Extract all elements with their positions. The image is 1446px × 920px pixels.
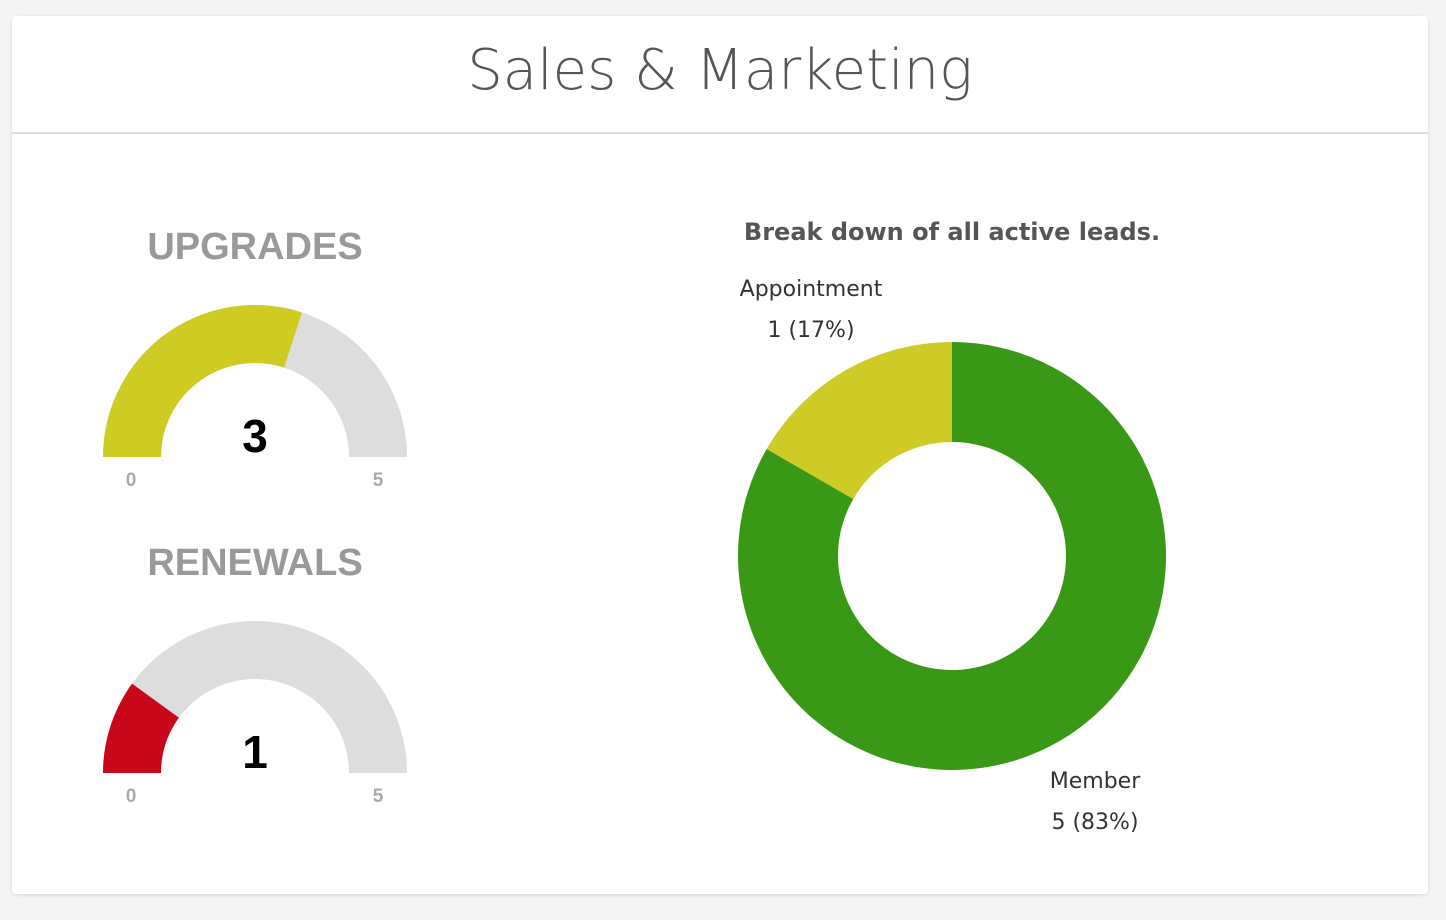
upgrades-gauge-title: UPGRADES [147, 226, 363, 268]
slice-label-appointment-name: Appointment [739, 277, 883, 302]
renewals-gauge-value: 1 [242, 726, 268, 778]
renewals-gauge-max-label: 5 [373, 786, 384, 807]
upgrades-gauge-value: 3 [242, 410, 268, 462]
slice-appointment[interactable] [766, 342, 952, 499]
chart-title: Break down of all active leads. [743, 218, 1161, 246]
renewals-gauge-title: RENEWALS [147, 542, 363, 584]
renewals-gauge: 1 0 5 [103, 621, 407, 807]
upgrades-gauge-max-label: 5 [373, 470, 384, 491]
page-title: Sales & Marketing [467, 38, 973, 103]
sales-marketing-panel [12, 16, 1428, 894]
renewals-gauge-track [103, 621, 407, 773]
slice-member[interactable] [738, 342, 1167, 770]
renewals-gauge-min-label: 0 [126, 786, 137, 807]
slice-label-member: Member 5 (83%) [995, 761, 1195, 843]
upgrades-gauge-min-label: 0 [126, 470, 137, 491]
upgrades-gauge: 3 0 5 [103, 305, 407, 491]
slice-label-member-value: 5 (83%) [1051, 810, 1139, 835]
slice-label-member-name: Member [1049, 769, 1141, 794]
slice-label-appointment: Appointment 1 (17%) [711, 269, 911, 351]
slice-label-appointment-value: 1 (17%) [767, 318, 855, 343]
upgrades-gauge-fill [103, 305, 302, 457]
panel-header: Sales & Marketing [12, 16, 1428, 134]
renewals-gauge-fill [103, 683, 179, 773]
